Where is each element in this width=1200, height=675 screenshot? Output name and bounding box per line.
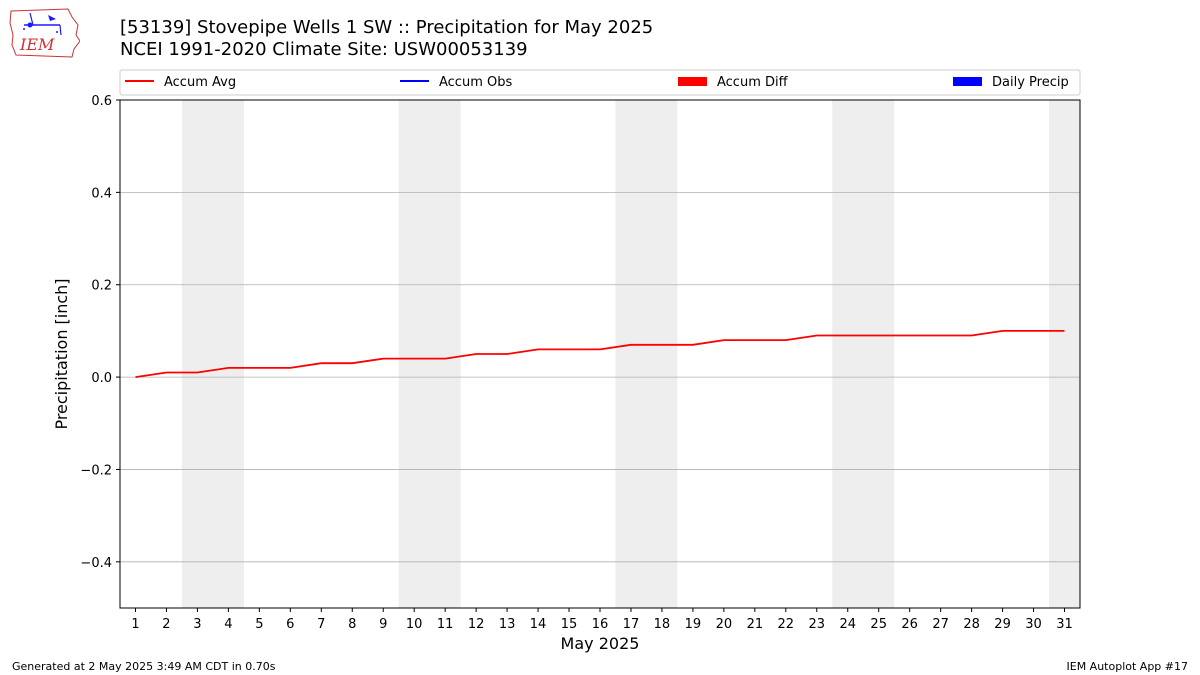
x-tick-label: 4 — [224, 617, 232, 632]
x-tick-label: 5 — [255, 617, 263, 632]
weekend-shade — [181, 100, 244, 608]
x-tick-label: 15 — [561, 617, 578, 632]
x-tick-label: 9 — [379, 617, 387, 632]
legend-bar-swatch — [953, 77, 982, 86]
x-tick-label: 1 — [131, 617, 139, 632]
x-tick-label: 10 — [406, 617, 423, 632]
y-axis-label: Precipitation [inch] — [52, 278, 71, 429]
legend-label: Accum Avg — [164, 75, 236, 90]
x-tick-label: 14 — [530, 617, 547, 632]
x-tick-label: 30 — [1025, 617, 1042, 632]
x-tick-label: 28 — [963, 617, 980, 632]
chart-subtitle: NCEI 1991-2020 Climate Site: USW00053139 — [120, 39, 528, 60]
weekend-shade — [398, 100, 461, 608]
x-tick-label: 23 — [809, 617, 826, 632]
x-tick-label: 26 — [901, 617, 918, 632]
legend-label: Accum Obs — [439, 75, 512, 90]
x-tick-label: 8 — [348, 617, 356, 632]
x-tick-label: 3 — [193, 617, 201, 632]
x-tick-label: 13 — [499, 617, 516, 632]
chart-title: [53139] Stovepipe Wells 1 SW :: Precipit… — [120, 17, 654, 38]
x-tick-label: 11 — [437, 617, 454, 632]
iem-logo: IEM — [9, 8, 80, 58]
x-tick-label: 22 — [778, 617, 795, 632]
y-tick-label: 0.6 — [91, 94, 112, 109]
footer-generated: Generated at 2 May 2025 3:49 AM CDT in 0… — [12, 660, 276, 673]
x-tick-label: 12 — [468, 617, 485, 632]
weekend-shade — [832, 100, 895, 608]
y-tick-label: 0.4 — [91, 186, 112, 201]
x-tick-label: 17 — [623, 617, 640, 632]
footer-app: IEM Autoplot App #17 — [1066, 660, 1189, 673]
series-line-accum-avg — [135, 329, 1065, 378]
x-tick-label: 19 — [685, 617, 702, 632]
plot-frame — [119, 99, 1081, 609]
legend-box — [119, 69, 1081, 96]
x-tick-label: 2 — [162, 617, 170, 632]
y-tick-label: 0.2 — [91, 279, 112, 294]
x-tick-label: 6 — [286, 617, 294, 632]
x-tick-label: 20 — [716, 617, 733, 632]
x-tick-label: 16 — [592, 617, 609, 632]
x-tick-label: 21 — [747, 617, 764, 632]
x-tick-label: 18 — [654, 617, 671, 632]
x-tick-label: 24 — [839, 617, 856, 632]
x-axis-label: May 2025 — [561, 634, 640, 653]
legend-bar-swatch — [678, 77, 707, 86]
iowa-outline — [9, 8, 80, 58]
legend-label: Accum Diff — [717, 75, 789, 90]
x-tick-label: 25 — [870, 617, 887, 632]
legend-label: Daily Precip — [992, 75, 1069, 90]
logo-text: IEM — [19, 35, 55, 54]
x-tick-label: 29 — [994, 617, 1011, 632]
weekend-shade — [615, 100, 678, 608]
x-tick-label: 31 — [1056, 617, 1073, 632]
y-tick-label: −0.2 — [80, 463, 112, 478]
x-tick-label: 27 — [932, 617, 949, 632]
x-tick-label: 7 — [317, 617, 325, 632]
weekend-shade — [1049, 100, 1080, 608]
y-tick-label: 0.0 — [91, 371, 112, 386]
y-tick-label: −0.4 — [80, 556, 112, 571]
